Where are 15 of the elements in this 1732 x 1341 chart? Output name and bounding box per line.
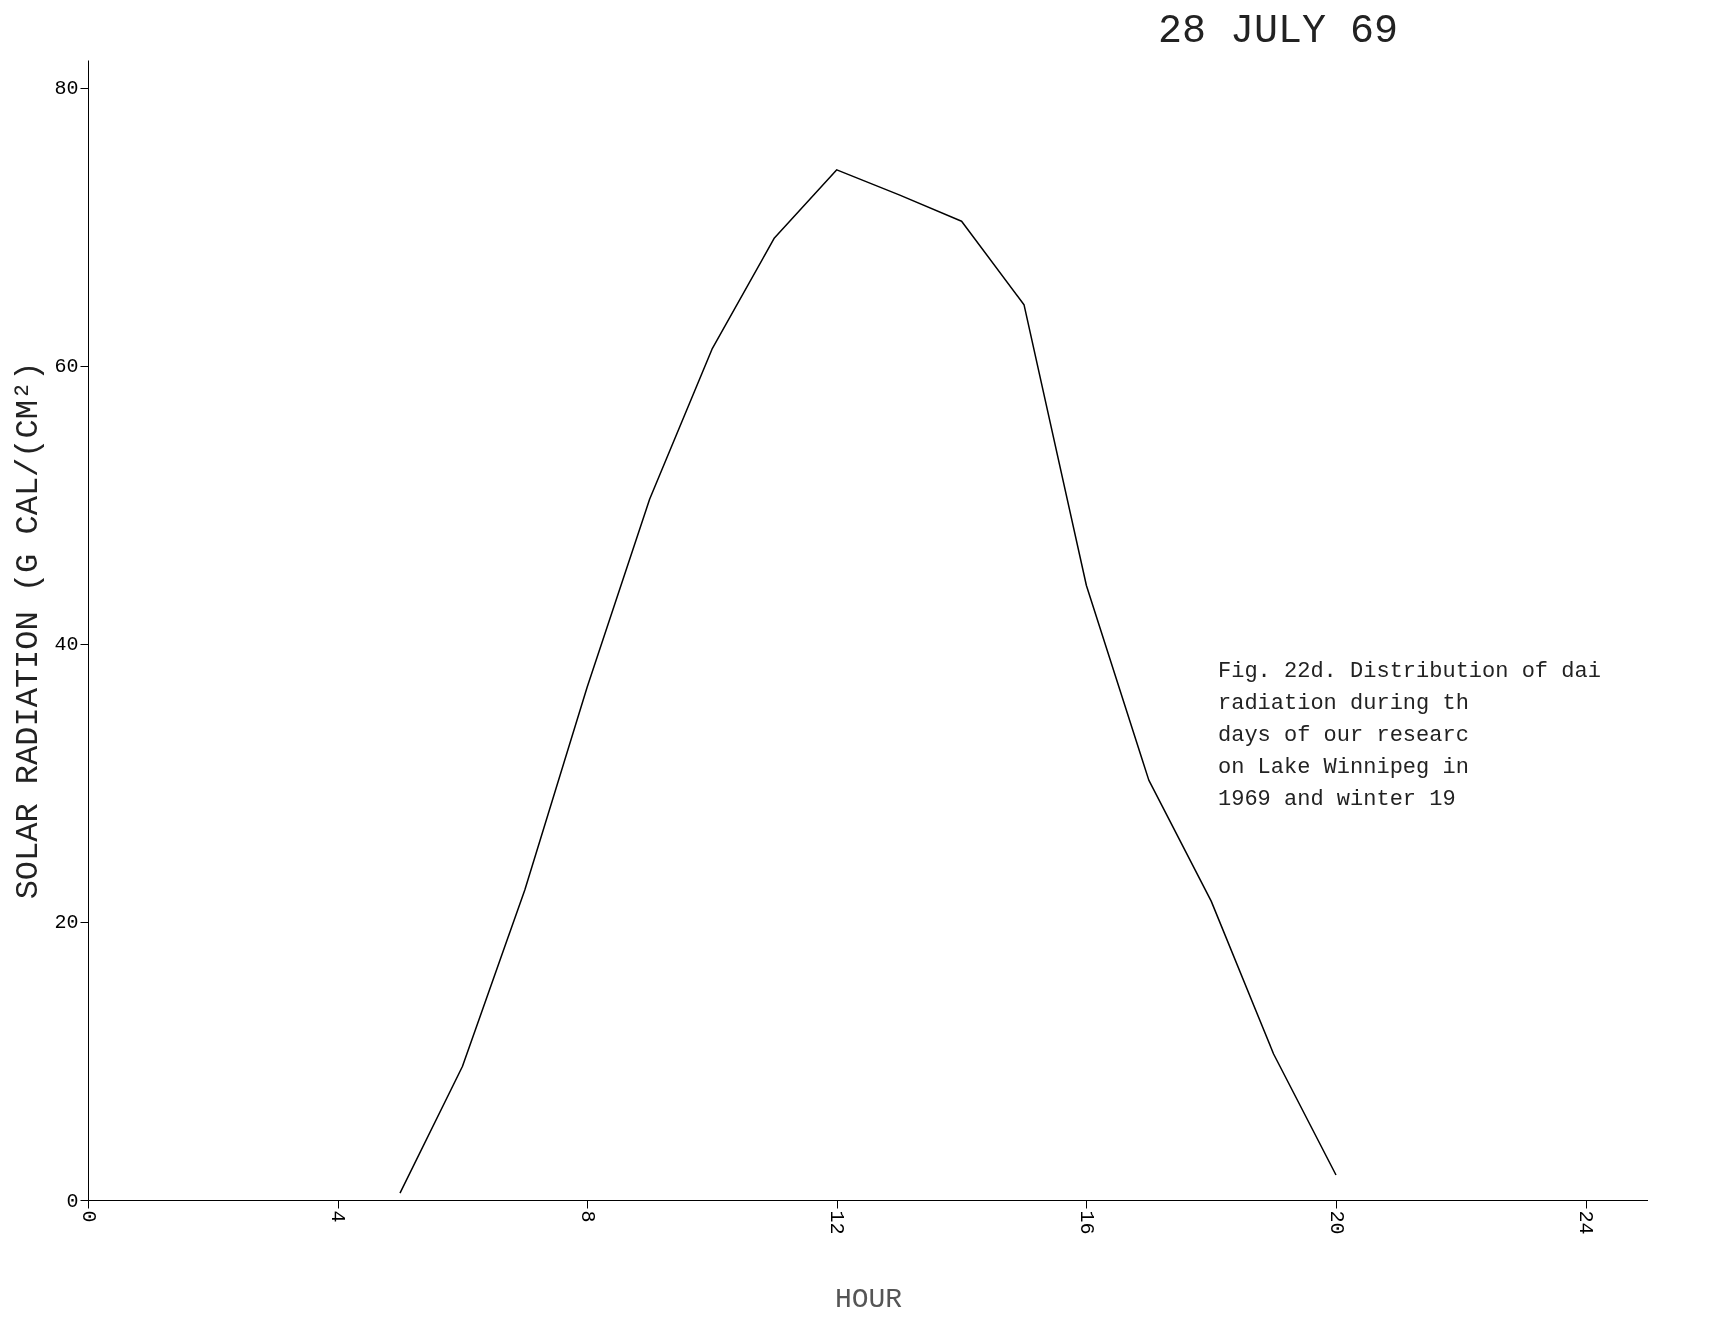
x-tick-label: 12 xyxy=(825,1210,849,1235)
annotation: Fig. 22d. Distribution of dai radiation during th days of our researc on Lake Winnipeg in 1969 and winter 19 xyxy=(1218,659,1601,812)
x-tick-label: 16 xyxy=(1074,1210,1098,1235)
y-tick-label: 20 xyxy=(54,911,79,935)
y-tick-label: 80 xyxy=(54,77,79,101)
y-tick-label: 60 xyxy=(54,355,79,379)
x-tick-label: 24 xyxy=(1574,1210,1598,1235)
x-axis-title: HOUR xyxy=(834,1283,903,1315)
y-axis-title: SOLAR RADIATION (G CAL/(CM²) xyxy=(10,361,48,900)
x-tick-label: 8 xyxy=(575,1210,599,1223)
x-tick-label: 4 xyxy=(326,1210,350,1223)
x-tick-label: 0 xyxy=(76,1210,100,1223)
y-tick-label: 40 xyxy=(54,633,79,657)
x-tick-label: 20 xyxy=(1324,1210,1348,1235)
chart-title: 28 JULY 69 xyxy=(1157,9,1398,54)
